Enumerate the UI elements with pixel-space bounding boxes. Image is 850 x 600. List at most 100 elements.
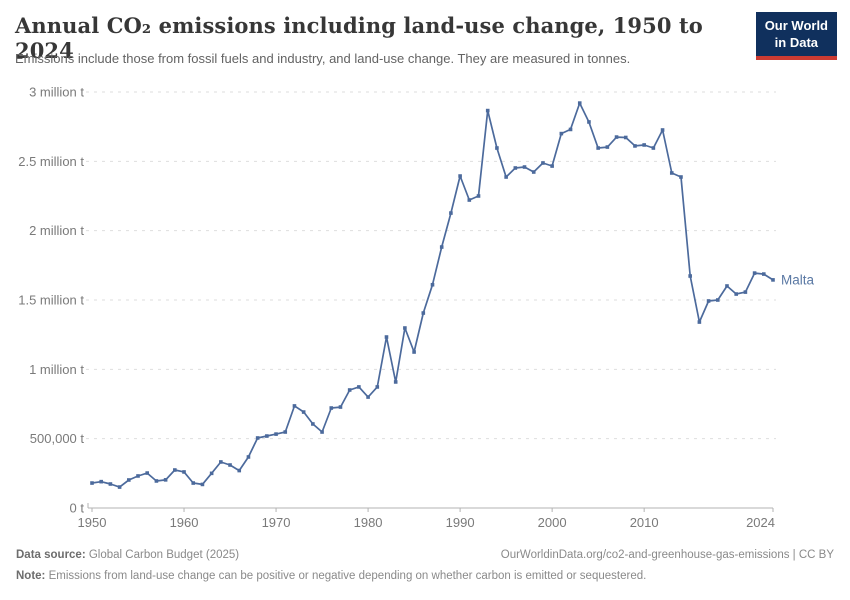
data-point-marker[interactable] <box>182 470 186 474</box>
data-point-marker[interactable] <box>412 350 416 354</box>
x-axis-tick-label: 2024 <box>746 515 775 530</box>
data-point-marker[interactable] <box>577 101 582 105</box>
page-title: Annual CO₂ emissions including land-use … <box>15 13 703 63</box>
data-point-marker[interactable] <box>108 482 113 486</box>
data-point-marker[interactable] <box>430 282 435 287</box>
data-point-marker[interactable] <box>715 298 720 302</box>
data-point-marker[interactable] <box>127 478 131 482</box>
data-point-marker[interactable] <box>301 410 306 414</box>
data-point-marker[interactable] <box>366 395 370 399</box>
data-point-marker[interactable] <box>237 468 242 473</box>
y-axis-tick-label: 0 t <box>70 501 85 516</box>
x-axis-tick-label: 1950 <box>78 515 107 530</box>
data-point-marker[interactable] <box>265 434 269 438</box>
data-point-marker[interactable] <box>679 175 683 179</box>
data-point-marker[interactable] <box>614 135 619 139</box>
data-point-marker[interactable] <box>522 165 527 169</box>
data-point-marker[interactable] <box>495 146 499 150</box>
data-point-marker[interactable] <box>605 145 610 149</box>
data-point-marker[interactable] <box>568 127 573 132</box>
data-point-marker[interactable] <box>384 335 389 339</box>
owid-logo[interactable]: Our World in Data <box>755 12 837 60</box>
data-point-marker[interactable] <box>761 272 766 276</box>
data-point-marker[interactable] <box>393 380 398 384</box>
data-point-marker[interactable] <box>403 326 407 330</box>
data-point-marker[interactable] <box>209 471 214 476</box>
data-point-marker[interactable] <box>99 479 104 484</box>
data-point-marker[interactable] <box>559 131 564 136</box>
chart-subtitle: Emissions include those from fossil fuel… <box>15 51 631 66</box>
note-label: Note: <box>16 570 46 583</box>
data-point-marker[interactable] <box>706 299 711 303</box>
data-point-marker[interactable] <box>642 143 646 147</box>
data-point-marker[interactable] <box>292 404 297 408</box>
data-point-marker[interactable] <box>375 385 380 389</box>
data-point-marker[interactable] <box>633 144 637 148</box>
data-point-marker[interactable] <box>651 146 656 150</box>
data-point-marker[interactable] <box>476 194 481 198</box>
y-axis-tick-label: 500,000 t <box>30 431 85 446</box>
data-point-marker[interactable] <box>449 211 453 215</box>
data-point-marker[interactable] <box>283 430 288 434</box>
data-point-marker[interactable] <box>219 460 223 464</box>
data-point-marker[interactable] <box>771 278 775 282</box>
data-point-marker[interactable] <box>338 405 343 409</box>
data-point-marker[interactable] <box>467 198 472 202</box>
data-point-marker[interactable] <box>439 245 444 249</box>
data-point-marker[interactable] <box>734 292 738 296</box>
data-source-label: Data source: <box>16 549 86 561</box>
data-point-marker[interactable] <box>255 436 260 440</box>
footer-source-row: Data source: Global Carbon Budget (2025)… <box>16 547 834 564</box>
data-point-marker[interactable] <box>743 290 748 294</box>
data-point-marker[interactable] <box>725 284 729 288</box>
data-point-marker[interactable] <box>458 174 462 178</box>
data-point-marker[interactable] <box>136 474 140 478</box>
data-point-marker[interactable] <box>191 481 196 485</box>
data-point-marker[interactable] <box>531 170 536 174</box>
data-point-marker[interactable] <box>311 422 315 426</box>
owid-logo-line1: Our World <box>764 18 828 33</box>
data-point-marker[interactable] <box>504 175 508 179</box>
data-point-marker[interactable] <box>541 161 545 165</box>
data-point-marker[interactable] <box>347 388 352 392</box>
note-value: Emissions from land-use change can be po… <box>45 570 647 583</box>
data-point-marker[interactable] <box>329 406 334 410</box>
data-point-marker[interactable] <box>357 385 361 389</box>
data-point-marker[interactable] <box>117 485 122 489</box>
data-point-marker[interactable] <box>623 135 628 140</box>
y-axis-tick-label: 1 million t <box>29 362 84 377</box>
data-point-marker[interactable] <box>660 128 665 132</box>
data-point-marker[interactable] <box>596 146 600 150</box>
data-point-marker[interactable] <box>228 463 232 467</box>
data-point-marker[interactable] <box>688 274 692 278</box>
data-point-marker[interactable] <box>200 482 205 487</box>
data-point-marker[interactable] <box>421 311 426 315</box>
data-point-marker[interactable] <box>163 478 168 482</box>
data-point-marker[interactable] <box>587 120 591 124</box>
gridlines-layer: 0 t 500,000 t 1 million t 1.5 million t 2 mi… <box>18 85 776 516</box>
data-point-marker[interactable] <box>274 432 278 436</box>
data-point-marker[interactable] <box>669 171 674 175</box>
data-point-marker[interactable] <box>320 430 324 434</box>
axes-layer: 1950 1960 1970 1980 1990 2000 2010 2024 <box>78 503 775 530</box>
data-point-marker[interactable] <box>90 481 94 485</box>
data-point-marker[interactable] <box>145 471 150 475</box>
entity-label-malta[interactable]: Malta <box>781 272 815 287</box>
data-point-marker[interactable] <box>246 455 251 459</box>
y-axis-tick-label: 2.5 million t <box>18 154 84 169</box>
data-point-marker[interactable] <box>173 468 177 472</box>
data-point-marker[interactable] <box>697 320 702 324</box>
data-point-marker[interactable] <box>550 164 554 168</box>
data-point-marker[interactable] <box>513 166 518 170</box>
data-point-marker[interactable] <box>752 271 757 275</box>
y-axis-tick-label: 2 million t <box>29 223 84 238</box>
citation-link[interactable]: OurWorldinData.org/co2-and-greenhouse-ga… <box>500 549 834 561</box>
x-axis-tick-label: 1960 <box>170 515 199 530</box>
series-line-malta[interactable] <box>91 102 774 488</box>
x-axis-tick-label: 1990 <box>446 515 475 530</box>
data-point-marker[interactable] <box>485 108 490 113</box>
data-point-marker[interactable] <box>154 479 159 483</box>
x-axis-tick-label: 1980 <box>354 515 383 530</box>
x-axis-tick-label: 1970 <box>262 515 291 530</box>
